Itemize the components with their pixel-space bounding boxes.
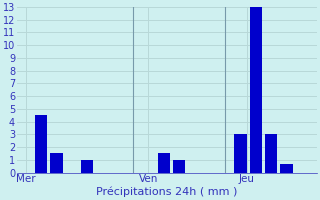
Bar	[234, 134, 247, 173]
Bar	[250, 7, 262, 173]
Bar	[280, 164, 293, 173]
Bar	[265, 134, 277, 173]
Bar	[50, 153, 63, 173]
Bar	[158, 153, 170, 173]
Bar	[35, 115, 47, 173]
X-axis label: Précipitations 24h ( mm ): Précipitations 24h ( mm )	[96, 187, 237, 197]
Bar	[173, 160, 185, 173]
Bar	[81, 160, 93, 173]
